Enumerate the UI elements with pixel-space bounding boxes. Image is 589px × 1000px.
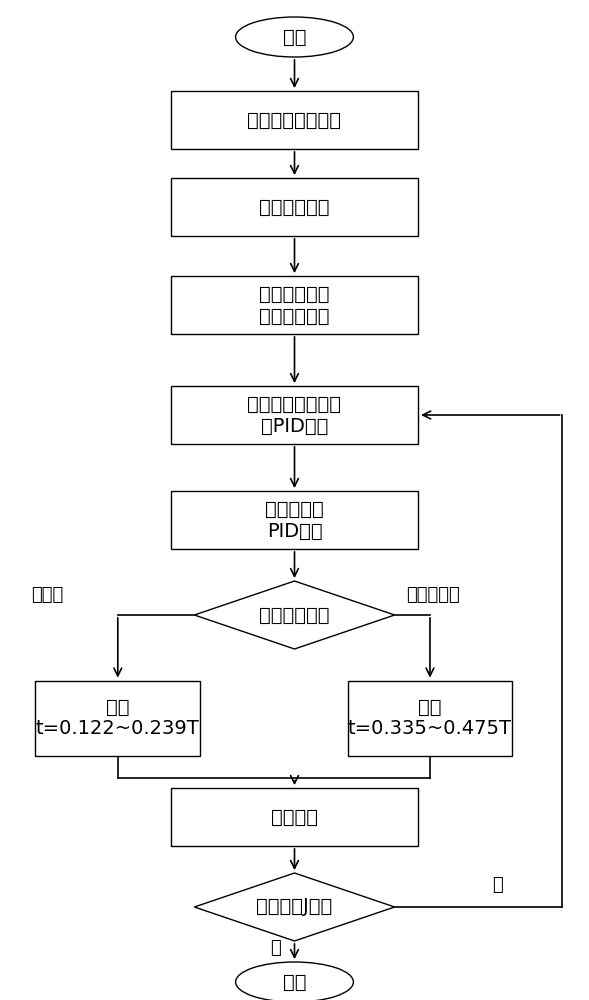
Text: 高海情: 高海情	[31, 586, 63, 604]
FancyBboxPatch shape	[35, 681, 200, 756]
FancyBboxPatch shape	[171, 491, 418, 549]
FancyBboxPatch shape	[171, 386, 418, 444]
Text: 船舶减摇模型: 船舶减摇模型	[259, 198, 330, 217]
Text: 结束: 结束	[283, 972, 306, 992]
Text: 性能指标J最小: 性能指标J最小	[256, 898, 333, 916]
FancyBboxPatch shape	[171, 178, 418, 236]
FancyBboxPatch shape	[171, 91, 418, 149]
Text: 延迟
t=0.122~0.239T: 延迟 t=0.122~0.239T	[36, 698, 200, 738]
Text: 开始: 开始	[283, 27, 306, 46]
Polygon shape	[194, 873, 395, 941]
Text: 实时海况判断: 实时海况判断	[259, 605, 330, 624]
Text: 双重神经网络自整
定PID控制: 双重神经网络自整 定PID控制	[247, 394, 342, 436]
Text: 否: 否	[492, 876, 503, 894]
Text: 是: 是	[270, 939, 281, 957]
Text: 参数更新: 参数更新	[271, 808, 318, 826]
Text: 输出自调整
PID参数: 输出自调整 PID参数	[265, 499, 324, 540]
Polygon shape	[194, 581, 395, 649]
FancyBboxPatch shape	[348, 681, 512, 756]
Text: 计算综合减摇
系统性能指标: 计算综合减摇 系统性能指标	[259, 284, 330, 326]
Text: 海浪干扰作为输入: 海浪干扰作为输入	[247, 110, 342, 129]
Text: 中、低海情: 中、低海情	[406, 586, 460, 604]
Ellipse shape	[236, 17, 353, 57]
FancyBboxPatch shape	[171, 788, 418, 846]
FancyBboxPatch shape	[171, 276, 418, 334]
Ellipse shape	[236, 962, 353, 1000]
Text: 延迟
t=0.335~0.475T: 延迟 t=0.335~0.475T	[348, 698, 512, 738]
